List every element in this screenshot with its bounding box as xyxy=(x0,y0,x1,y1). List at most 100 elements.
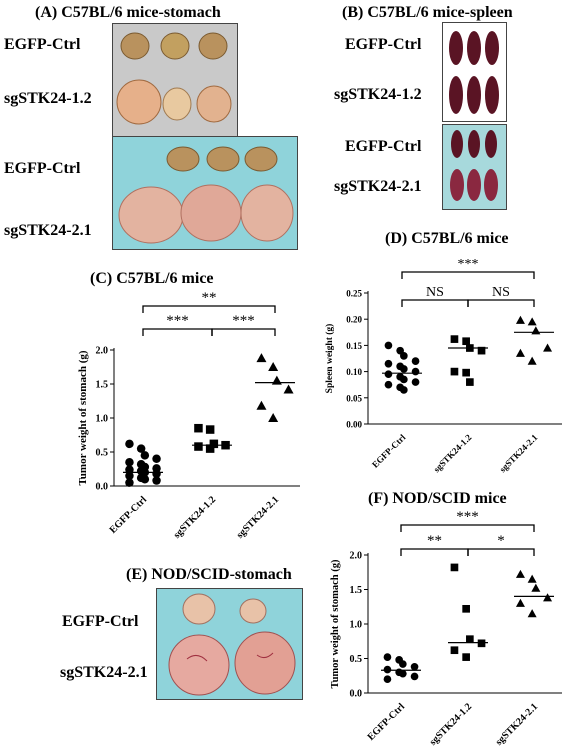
y-tick-label-f: 1.0 xyxy=(350,620,363,631)
panel-c-title: (C) C57BL/6 mice xyxy=(90,270,214,287)
panel-b-spleen-image-2 xyxy=(450,130,498,201)
panel-a-title: (A) C57BL/6 mice-stomach xyxy=(35,4,221,21)
panel-b-label-egfp-1: EGFP-Ctrl xyxy=(345,36,422,53)
y-tick-label-f: 1.5 xyxy=(350,585,363,596)
panel-a-photo-teal xyxy=(112,136,298,250)
y-tick-label-c: 1.0 xyxy=(96,414,109,425)
data-point-d xyxy=(400,365,408,373)
data-point-f xyxy=(527,574,537,583)
panel-b-label-sg21: sgSTK24-2.1 xyxy=(334,178,422,195)
panel-b-photo-1 xyxy=(442,22,507,122)
data-point-f xyxy=(477,639,486,648)
panel-a-label-sg21: sgSTK24-2.1 xyxy=(4,222,92,239)
y-tick-label-d: 0.05 xyxy=(346,393,362,403)
data-point-d xyxy=(543,343,553,352)
data-point-c xyxy=(209,439,219,449)
panel-b-label-egfp-2: EGFP-Ctrl xyxy=(345,138,422,155)
panel-e-title: (E) NOD/SCID-stomach xyxy=(126,566,292,583)
bracket-line-d xyxy=(467,299,535,307)
data-point-f xyxy=(531,583,541,592)
data-point-f xyxy=(399,660,407,668)
panel-a-stomach-image-2 xyxy=(118,146,294,244)
panel-a-label-sg12: sgSTK24-1.2 xyxy=(4,90,92,107)
significance-label-c: *** xyxy=(232,313,255,329)
data-point-f xyxy=(450,563,459,572)
data-point-c xyxy=(125,478,134,487)
significance-label-c: *** xyxy=(166,313,189,329)
significance-label-f: * xyxy=(497,533,505,549)
data-point-f xyxy=(543,593,553,602)
y-axis-label-c: Tumor weight of stomach (g) xyxy=(77,350,89,485)
bracket-line-f xyxy=(400,548,469,556)
y-tick-label-f: 0.0 xyxy=(350,689,363,700)
data-point-c xyxy=(205,425,215,434)
data-point-c xyxy=(152,454,161,464)
data-point-f xyxy=(462,604,470,613)
data-point-f xyxy=(399,669,407,678)
y-tick-label-d: 0.25 xyxy=(346,289,362,299)
data-point-c xyxy=(140,474,150,484)
data-point-d xyxy=(411,357,420,365)
data-point-d xyxy=(450,335,459,343)
y-axis-label-d: Spleen weight (g) xyxy=(324,324,335,394)
data-point-d xyxy=(515,348,525,357)
panel-e-label-sg21: sgSTK24-2.1 xyxy=(60,664,148,681)
data-point-d xyxy=(527,356,537,365)
data-point-c xyxy=(194,423,203,433)
data-point-c xyxy=(152,476,161,485)
data-point-c xyxy=(125,471,134,481)
data-point-c xyxy=(256,353,267,363)
bracket-line-f xyxy=(467,548,535,556)
data-point-f xyxy=(383,665,392,674)
significance-label-d: NS xyxy=(426,285,444,300)
data-point-f xyxy=(410,662,419,671)
data-point-f xyxy=(383,653,392,661)
y-tick-label-c: 0.5 xyxy=(96,448,109,459)
bracket-line-d xyxy=(401,271,535,279)
y-axis-label-f: Tumor weight of stomach (g) xyxy=(330,559,341,688)
significance-bracket-c xyxy=(211,328,276,336)
significance-label-f: ** xyxy=(427,533,442,549)
data-point-f xyxy=(515,598,525,607)
panel-d-title: (D) C57BL/6 mice xyxy=(385,230,509,247)
data-point-d xyxy=(450,367,459,376)
data-point-c xyxy=(256,400,267,410)
data-point-d xyxy=(466,378,474,386)
data-point-c xyxy=(194,442,203,451)
significance-bracket-d xyxy=(467,299,535,307)
bracket-line-c xyxy=(211,328,276,336)
data-point-d xyxy=(384,341,393,350)
significance-bracket-f xyxy=(467,548,535,556)
significance-bracket-f xyxy=(400,524,535,532)
y-tick-label-f: 2.0 xyxy=(350,551,363,562)
data-point-c xyxy=(205,444,215,453)
data-point-d xyxy=(477,346,486,355)
data-point-f xyxy=(466,635,474,644)
significance-label-f: *** xyxy=(456,509,479,525)
data-point-d xyxy=(384,359,393,368)
data-point-f xyxy=(462,653,470,661)
data-point-d xyxy=(411,378,420,386)
panel-b-photo-2 xyxy=(442,124,507,210)
significance-label-d: NS xyxy=(492,285,510,300)
x-tick-label-f: EGFP-Ctrl xyxy=(366,701,408,743)
data-point-c xyxy=(125,439,134,449)
data-point-d xyxy=(400,352,408,360)
data-point-d xyxy=(462,337,470,346)
data-point-f xyxy=(450,646,459,655)
y-tick-label-d: 0.00 xyxy=(346,420,362,430)
y-tick-label-c: 2.0 xyxy=(96,346,109,357)
data-point-c xyxy=(152,469,161,479)
x-tick-label-f: sgSTK24-1.2 xyxy=(428,701,474,747)
data-point-f xyxy=(527,609,537,618)
data-point-d xyxy=(384,370,393,379)
significance-bracket-d xyxy=(401,271,535,279)
y-tick-label-c: 1.5 xyxy=(96,380,109,391)
panel-b-spleen-image-1 xyxy=(449,31,499,114)
bracket-line-c xyxy=(142,305,276,313)
data-point-f xyxy=(515,569,525,578)
data-point-d xyxy=(462,368,470,377)
